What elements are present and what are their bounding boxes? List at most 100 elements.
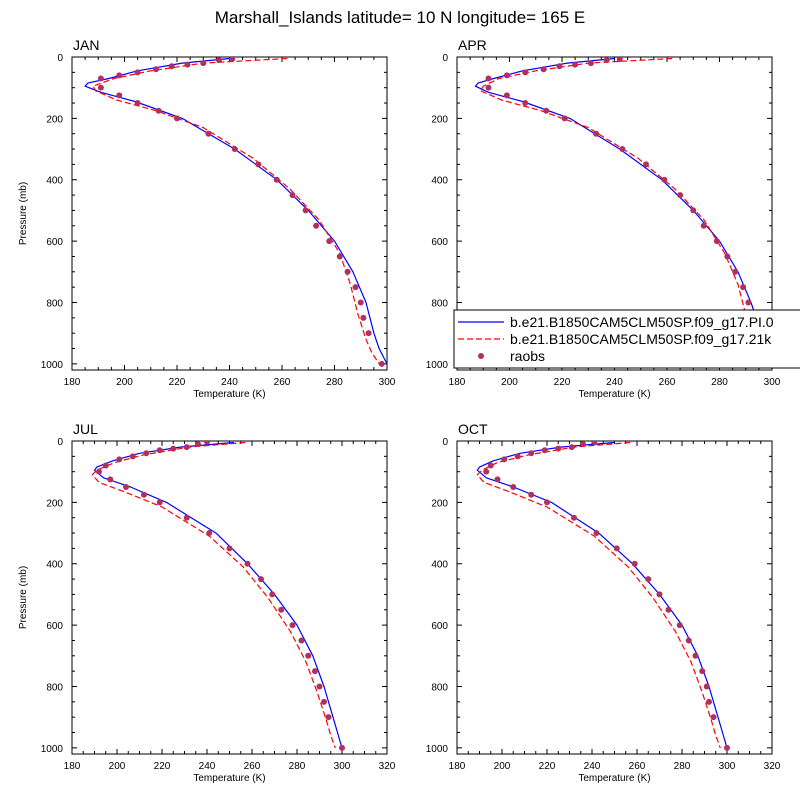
y-tick-label: 800 <box>431 682 448 693</box>
legend-label: b.e21.B1850CAM5CLM50SP.f09_g17.21k <box>510 331 772 347</box>
panel-oct: 180 200 220 240 260 280 300 320 0 200 400 600 800 100… <box>426 421 781 784</box>
raobs-point <box>226 545 233 552</box>
raobs-point <box>510 484 517 491</box>
raobs-point <box>676 622 683 629</box>
x-tick-label: 200 <box>494 761 511 772</box>
series-group <box>91 441 345 751</box>
y-tick-label: 600 <box>46 621 63 632</box>
y-tick-label: 1000 <box>426 360 449 371</box>
raobs-point <box>107 476 114 483</box>
raobs-point <box>170 445 177 452</box>
raobs-point <box>724 253 731 260</box>
raobs-point <box>298 637 305 644</box>
legend-label: b.e21.B1850CAM5CLM50SP.f09_g17.PI.0 <box>510 314 774 330</box>
raobs-point <box>183 444 190 451</box>
raobs-point <box>713 238 720 245</box>
raobs-point <box>631 560 638 567</box>
x-tick-label: 280 <box>674 761 691 772</box>
panel-jul: 180 200 220 240 260 280 300 320 0 200 400 600 800 100… <box>18 421 396 784</box>
raobs-point <box>184 61 191 68</box>
raobs-point <box>96 468 102 475</box>
raobs-point <box>643 161 649 168</box>
raobs-point <box>487 462 494 469</box>
raobs-point <box>143 450 150 457</box>
raobs-point <box>360 314 367 321</box>
y-tick-label: 200 <box>46 498 63 509</box>
raobs-point <box>278 606 285 613</box>
raobs-point <box>677 192 684 199</box>
raobs-point <box>336 253 343 260</box>
raobs-point <box>116 92 123 99</box>
raobs-point <box>703 683 710 690</box>
raobs-point <box>352 284 359 291</box>
raobs-point <box>269 591 276 598</box>
raobs-point <box>528 491 535 498</box>
legend: b.e21.B1850CAM5CLM50SP.f09_g17.PI.0b.e21… <box>453 309 800 369</box>
x-axis-label: Temperature (K) <box>578 773 650 784</box>
y-tick-label: 200 <box>46 114 63 125</box>
raobs-point <box>685 637 692 644</box>
series-line-pi <box>93 441 343 749</box>
y-axis-label: Pressure (mb) <box>18 182 29 245</box>
legend-label: raobs <box>510 348 545 364</box>
raobs-point <box>229 57 236 63</box>
y-tick-label: 400 <box>431 560 448 571</box>
x-tick-label: 200 <box>501 377 518 388</box>
raobs-point <box>501 456 508 463</box>
raobs-point <box>690 207 697 214</box>
panel-title: JAN <box>73 37 99 53</box>
panels: 180 200 220 240 260 280 300 0 200 400 600 800 1000 JA… <box>18 37 781 784</box>
raobs-point <box>156 499 163 506</box>
raobs-point <box>344 268 351 275</box>
raobs-point <box>116 456 123 463</box>
raobs-point <box>204 441 210 445</box>
raobs-point <box>732 268 739 275</box>
raobs-point <box>665 606 672 613</box>
raobs-point <box>168 63 175 70</box>
x-tick-label: 200 <box>109 761 126 772</box>
raobs-point <box>603 57 610 64</box>
raobs-point <box>339 744 345 751</box>
raobs-point <box>540 66 547 73</box>
raobs-point <box>156 447 163 454</box>
x-tick-label: 260 <box>629 761 646 772</box>
x-tick-label: 240 <box>584 761 601 772</box>
raobs-point <box>357 299 364 306</box>
raobs-point <box>745 299 752 306</box>
x-tick-label: 320 <box>379 761 396 772</box>
raobs-point <box>522 69 529 76</box>
y-tick-label: 200 <box>431 114 448 125</box>
raobs-point <box>365 330 372 337</box>
raobs-point <box>619 146 626 153</box>
x-tick-label: 220 <box>169 377 186 388</box>
x-tick-label: 280 <box>289 761 306 772</box>
x-tick-label: 280 <box>711 377 728 388</box>
series-group <box>476 441 730 751</box>
y-tick-label: 0 <box>442 53 448 64</box>
raobs-point <box>200 60 207 67</box>
x-tick-label: 300 <box>334 761 351 772</box>
raobs-point <box>593 130 600 137</box>
raobs-point <box>710 714 717 721</box>
y-tick-label: 800 <box>431 298 448 309</box>
panel-apr: 180 200 220 240 260 280 300 0 200 400 600 800 1000 AP… <box>426 37 781 400</box>
x-tick-label: 260 <box>659 377 676 388</box>
x-tick-label: 240 <box>199 761 216 772</box>
raobs-point <box>305 652 312 659</box>
y-tick-label: 400 <box>46 560 63 571</box>
panel-title: APR <box>458 37 487 53</box>
raobs-point <box>692 652 699 659</box>
raobs-point <box>289 192 296 199</box>
raobs-point <box>700 222 707 229</box>
series-group <box>84 57 387 367</box>
raobs-point <box>155 107 162 114</box>
raobs-point <box>153 66 159 73</box>
raobs-point <box>316 683 323 690</box>
x-tick-label: 300 <box>764 377 781 388</box>
raobs-point <box>378 360 385 367</box>
x-tick-label: 180 <box>64 761 81 772</box>
raobs-point <box>97 84 104 91</box>
raobs-point <box>699 668 706 675</box>
x-axis-label: Temperature (K) <box>578 389 650 400</box>
